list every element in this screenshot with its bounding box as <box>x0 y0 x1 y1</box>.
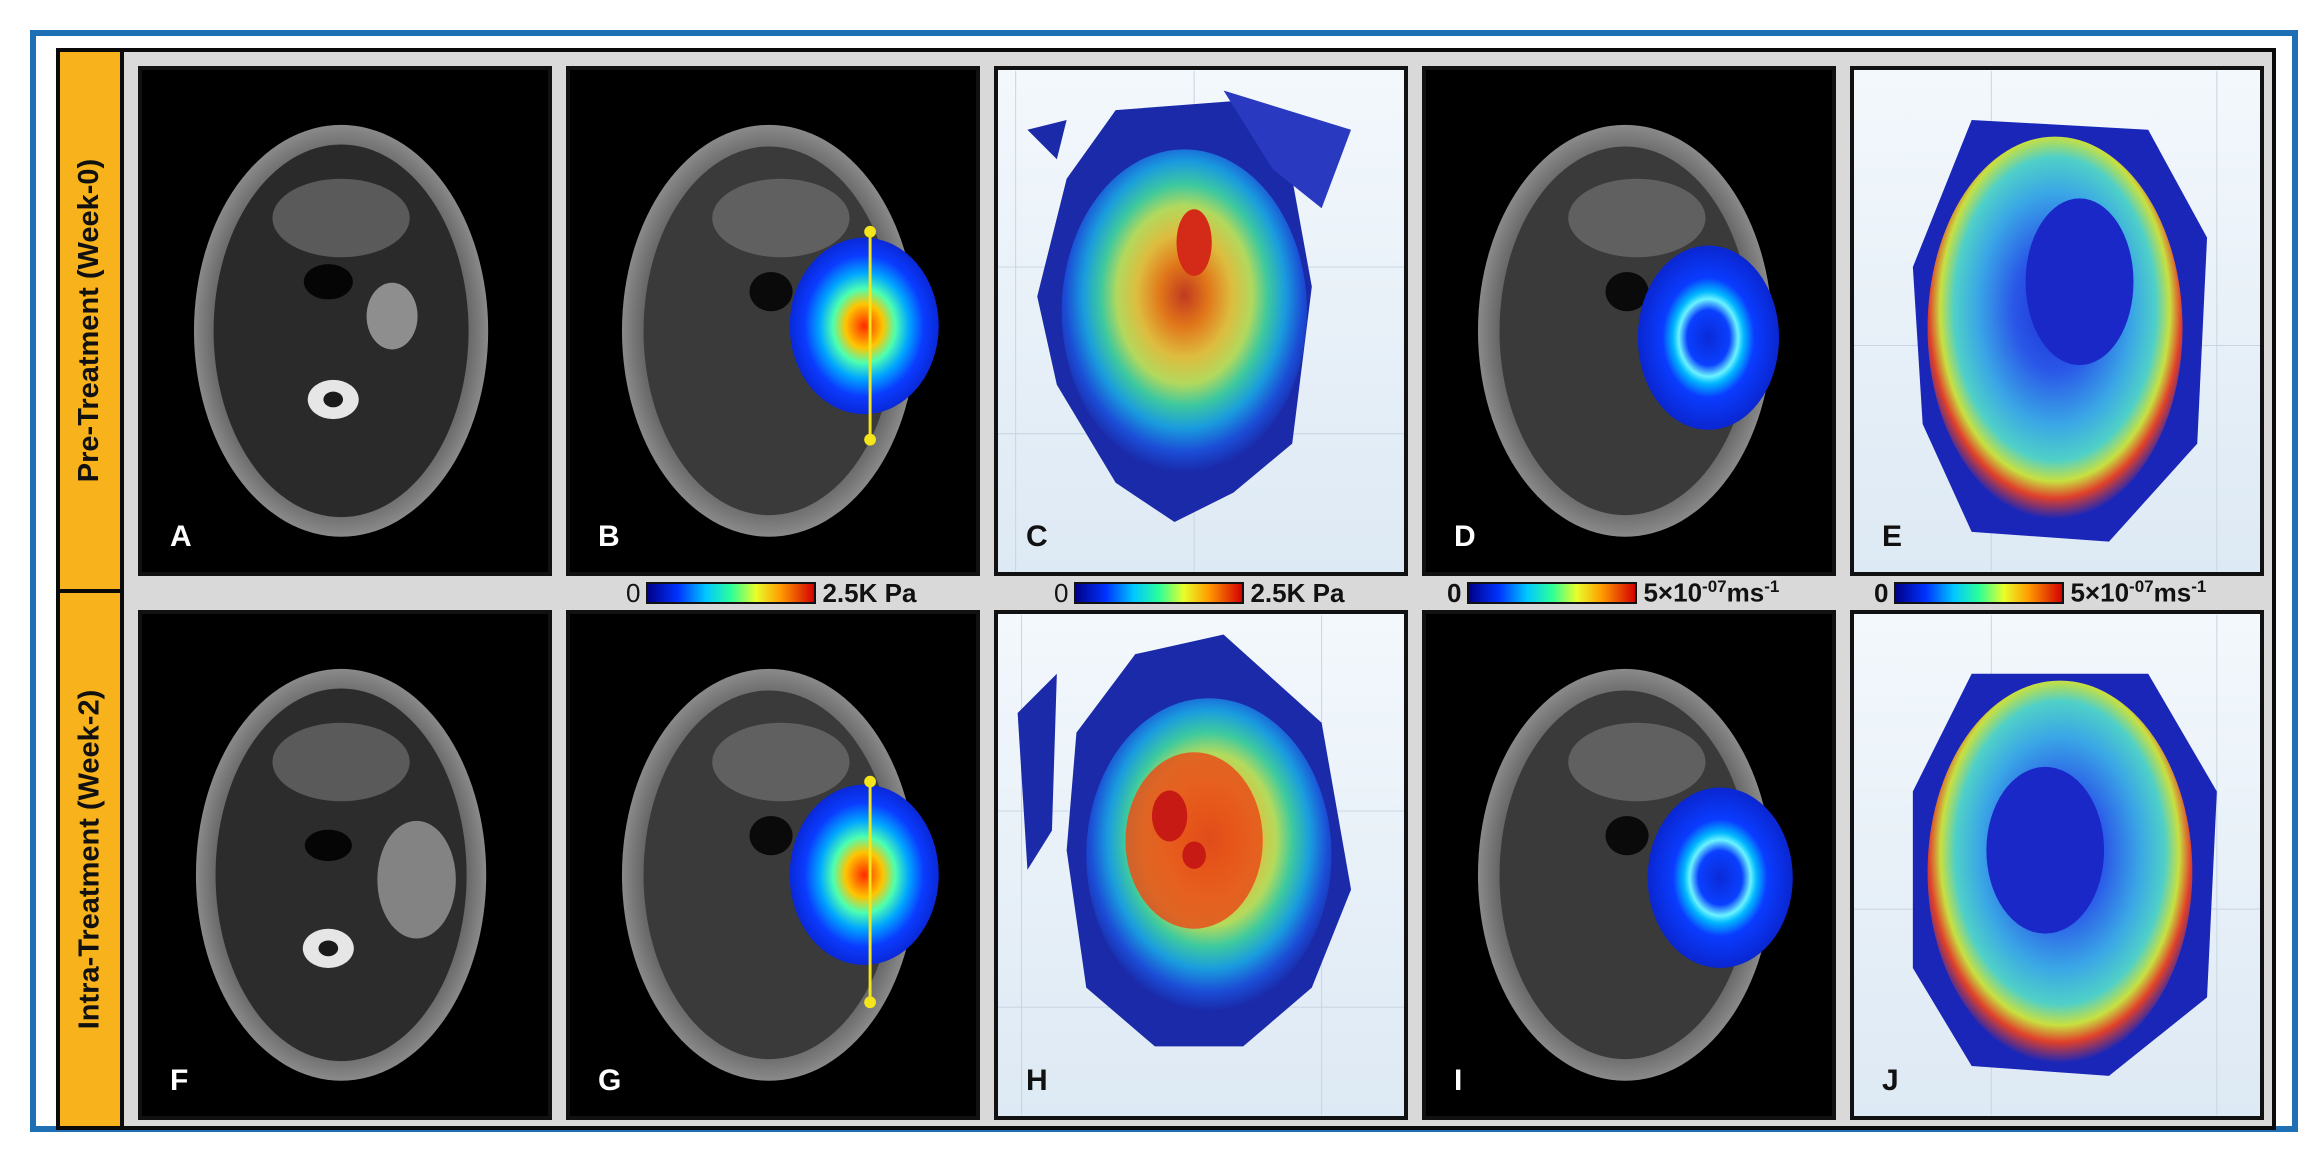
panel-a-mri-t2: A <box>138 66 552 576</box>
panel-e-3d-flux-render: E <box>1850 66 2264 576</box>
colorbar-e-max: 5×10-07ms-1 <box>2070 577 2207 608</box>
colorbar-c-min: 0 <box>1054 577 1069 608</box>
panel-label-j: J <box>1882 1064 1899 1097</box>
panel-label-f: F <box>170 1064 189 1097</box>
panel-label-i: I <box>1454 1064 1463 1097</box>
colorbar-stiffness-b: 0 2.5K Pa <box>626 577 917 608</box>
row-label-bottom-text: Intra-Treatment (Week-2) <box>73 689 106 1030</box>
panel-label-d: D <box>1454 520 1476 553</box>
row-label-pre-treatment: Pre-Treatment (Week-0) <box>56 48 124 593</box>
colorbar-e-gradient <box>1894 582 2065 604</box>
panel-f-mri-t2: F <box>138 610 552 1120</box>
colorbar-c-max: 2.5K Pa <box>1250 577 1345 608</box>
colorbar-b-min: 0 <box>626 577 641 608</box>
panel-label-c: C <box>1026 520 1048 553</box>
panel-g-stiffness-map: G <box>566 610 980 1120</box>
panel-label-g: G <box>598 1064 622 1097</box>
panel-label-a: A <box>170 520 192 553</box>
panel-label-b: B <box>598 520 620 553</box>
colorbar-d-max: 5×10-07ms-1 <box>1643 577 1780 608</box>
colorbar-b-max: 2.5K Pa <box>822 577 917 608</box>
row-label-intra-treatment: Intra-Treatment (Week-2) <box>56 589 124 1130</box>
colorbar-flux-e: 0 5×10-07ms-1 <box>1874 577 2207 608</box>
panel-d-flux-map: D <box>1422 66 1836 576</box>
colorbar-d-min: 0 <box>1447 577 1462 608</box>
panel-i-flux-map: I <box>1422 610 1836 1120</box>
colorbar-flux-d: 0 5×10-07ms-1 <box>1447 577 1780 608</box>
colorbar-d-gradient <box>1467 582 1638 604</box>
panel-b-stiffness-map: B <box>566 66 980 576</box>
panel-label-e: E <box>1882 520 1903 553</box>
panel-c-3d-stiffness-render: C <box>994 66 1408 576</box>
row-label-top-text: Pre-Treatment (Week-0) <box>73 158 106 483</box>
colorbar-c-gradient <box>1074 582 1245 604</box>
panel-label-h: H <box>1026 1064 1048 1097</box>
panel-j-3d-flux-render: J <box>1850 610 2264 1120</box>
colorbar-b-gradient <box>646 582 817 604</box>
colorbar-stiffness-c: 0 2.5K Pa <box>1054 577 1345 608</box>
panel-h-3d-stiffness-render: H <box>994 610 1408 1120</box>
colorbar-e-min: 0 <box>1874 577 1889 608</box>
